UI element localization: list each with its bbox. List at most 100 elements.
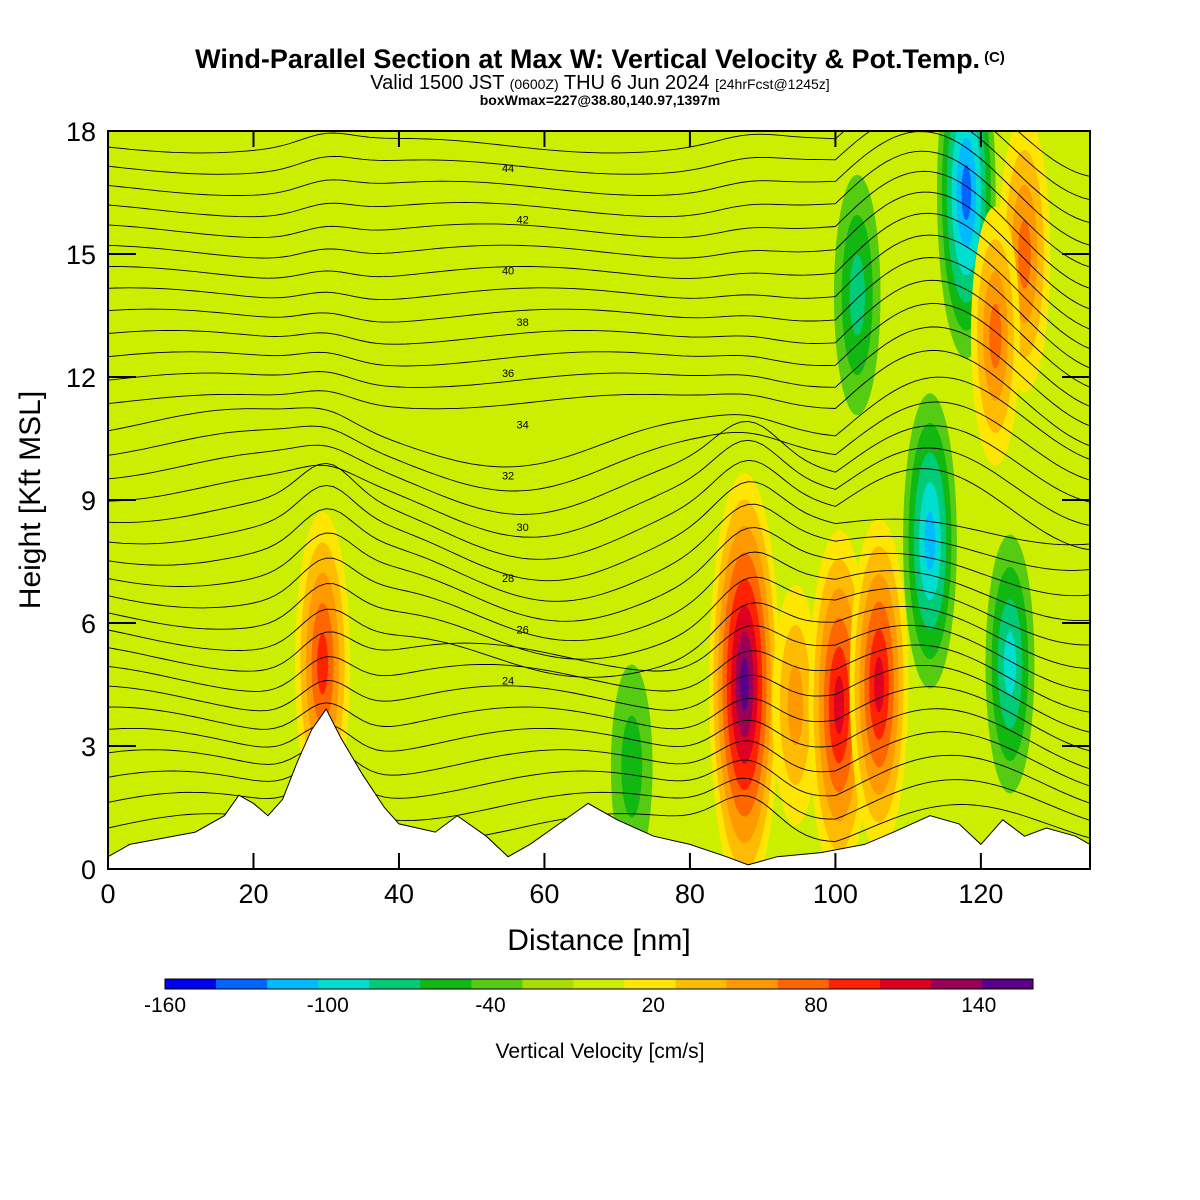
colorbar-tick-label: -100 — [307, 994, 349, 1017]
colorbar-swatch — [216, 979, 268, 989]
y-tick-label: 0 — [81, 855, 96, 885]
utc-time: (0600Z) — [509, 76, 559, 92]
theta-contour-line — [108, 731, 1090, 787]
velocity-cell — [985, 534, 1035, 794]
chart-title: Wind-Parallel Section at Max W: Vertical… — [0, 44, 1200, 75]
theta-contour-line — [108, 664, 1090, 733]
x-tick-label: 120 — [958, 879, 1003, 909]
y-axis-label: Height [Kft MSL] — [14, 391, 47, 609]
theta-contour-line — [108, 754, 1090, 804]
contour-label: 30 — [516, 522, 528, 534]
velocity-cell — [903, 393, 957, 689]
theta-contours — [108, 131, 1090, 843]
colorbar-swatch — [930, 979, 983, 989]
theta-contour-line — [108, 708, 1090, 770]
theta-contour-line — [108, 131, 1090, 201]
theta-contour-line — [108, 459, 1090, 560]
y-tick-label: 9 — [81, 486, 96, 516]
theta-contour-line — [108, 686, 1090, 752]
forecast-info: [24hrFcst@1245z] — [715, 76, 830, 92]
theta-contour-line — [108, 439, 1090, 538]
theta-contour-line — [108, 644, 1090, 713]
theta-contour-line — [108, 350, 1090, 447]
valid-prefix: Valid 1500 JST — [370, 72, 505, 94]
contour-label: 24 — [502, 676, 514, 688]
contour-label: 44 — [502, 163, 514, 175]
colorbar-label: Vertical Velocity [cm/s] — [496, 1040, 705, 1063]
theta-contour-line — [108, 326, 1090, 427]
y-tick-label: 6 — [81, 609, 96, 639]
colorbar-swatch — [165, 979, 217, 989]
colorbar-swatch — [420, 979, 472, 989]
y-tick-label: 18 — [66, 117, 96, 147]
contour-label: 38 — [516, 317, 528, 329]
contour-label: 32 — [502, 471, 514, 483]
colorbar-tick-label: -40 — [475, 994, 505, 1017]
colorbar-swatch — [267, 979, 319, 989]
contour-label: 28 — [502, 573, 514, 585]
theta-contour-line — [108, 279, 1090, 388]
velocity-cell — [849, 518, 909, 851]
colorbar-swatch — [879, 979, 932, 989]
theta-contour-line — [108, 234, 1090, 350]
theta-contour-line — [108, 376, 1090, 468]
contour-label: 42 — [516, 214, 528, 226]
x-tick-label: 80 — [675, 879, 705, 909]
theta-contour-line — [108, 303, 1090, 407]
velocity-cell — [709, 473, 780, 869]
contour-label: 40 — [502, 266, 514, 278]
y-tick-label: 15 — [66, 240, 96, 270]
theta-contour-line — [108, 624, 1090, 692]
contour-label: 26 — [516, 624, 528, 636]
colorbar-swatch — [573, 979, 626, 989]
x-axis: 0 20 40 60 80 100 120 — [100, 131, 1003, 909]
colorbar-swatch — [981, 979, 1034, 989]
y-tick-label: 12 — [66, 363, 96, 393]
chart-title-text: Wind-Parallel Section at Max W: Vertical… — [195, 44, 981, 74]
y-tick-label: 3 — [81, 732, 96, 762]
theta-contour-line — [108, 602, 1090, 678]
box-wmax-info: boxWmax=227@38.80,140.97,1397m — [479, 92, 721, 108]
theta-contour-line — [108, 777, 1090, 822]
x-tick-label: 40 — [384, 879, 414, 909]
colorbar-swatch — [471, 979, 523, 989]
velocity-cell — [833, 174, 881, 416]
colorbar-tick-label: 80 — [804, 994, 827, 1017]
copyright-mark: (C) — [984, 49, 1005, 66]
x-tick-label: 0 — [100, 879, 115, 909]
terrain-profile — [108, 708, 1090, 869]
theta-contour-line — [108, 150, 1090, 268]
contour-label: 36 — [502, 368, 514, 380]
contour-labels: 24 26 28 30 32 34 36 38 40 42 44 — [502, 163, 529, 688]
valid-date: THU 6 Jun 2024 — [563, 72, 710, 94]
contour-label: 34 — [516, 419, 528, 431]
theta-contour-line — [108, 420, 1090, 515]
theta-contour-line — [108, 212, 1090, 330]
colorbar-swatch — [777, 979, 830, 989]
x-axis-label: Distance [nm] — [507, 924, 690, 957]
theta-contour-line — [108, 576, 1090, 660]
theta-contour-line — [108, 481, 1090, 582]
colorbar-border — [164, 978, 1034, 990]
x-tick-label: 100 — [813, 879, 858, 909]
theta-contour-line — [108, 527, 1090, 622]
colorbar-swatch — [522, 979, 574, 989]
valid-time-line: Valid 1500 JST (0600Z) THU 6 Jun 2024 [2… — [0, 73, 1200, 94]
colorbar-swatch — [318, 979, 370, 989]
colorbar-swatch — [624, 979, 677, 989]
theta-contour-line — [108, 551, 1090, 642]
colorbar-swatch — [369, 979, 421, 989]
theta-contour-line — [108, 257, 1090, 369]
colorbar-swatch — [675, 979, 728, 989]
terrain — [108, 708, 1090, 869]
colorbar-tick-label: 140 — [961, 994, 996, 1017]
theta-contour-line — [108, 170, 1090, 289]
x-tick-label: 60 — [529, 879, 559, 909]
colorbar: -160 -100 -40 20 80 140 — [144, 978, 1034, 1017]
colorbar-swatch — [726, 979, 779, 989]
colorbar-swatch — [828, 979, 881, 989]
theta-contour-line — [108, 191, 1090, 310]
colorbar-tick-label: 20 — [642, 994, 665, 1017]
